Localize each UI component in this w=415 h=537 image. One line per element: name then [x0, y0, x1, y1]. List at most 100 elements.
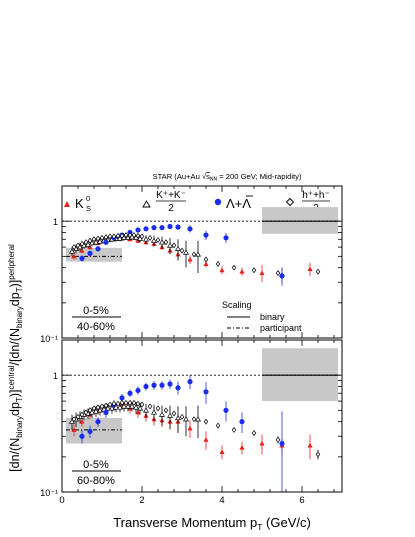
- x-axis-label: Transverse Momentum pT (GeV/c): [113, 515, 311, 532]
- bottom-series-open-diamond-point: [83, 409, 89, 416]
- top-series-circle-point: [103, 239, 109, 245]
- bottom-series-circle-point: [151, 382, 157, 388]
- top-series-open-diamond-point: [111, 233, 117, 240]
- bottom-series-circle-point: [119, 395, 125, 401]
- top-series-open-diamond-point: [99, 234, 105, 241]
- bottom-series-open-diamond-point: [115, 400, 121, 407]
- bottom-series-open-diamond-point: [275, 436, 281, 443]
- bottom-series-circle-point: [143, 383, 149, 390]
- bottom-series-open-diamond-point: [155, 405, 161, 412]
- top-series-open-triangle-point: [116, 235, 124, 241]
- bottom-series-triangle-point: [203, 437, 209, 442]
- bottom-series-open-triangle-point: [194, 416, 202, 422]
- top-series-open-diamond-point: [275, 270, 281, 276]
- bottom-series-circle-point: [203, 389, 209, 395]
- bottom-series-circle-point: [95, 419, 101, 425]
- top-series-open-diamond-point: [95, 235, 101, 242]
- x-tick-label: 4: [219, 495, 224, 506]
- bottom-series-open-triangle-point: [128, 403, 136, 409]
- top-series-open-diamond-point: [103, 234, 109, 241]
- bottom-series-circle-point: [103, 409, 109, 416]
- top-series-open-diamond-point: [91, 236, 97, 243]
- bottom-series-open-triangle-point: [124, 403, 132, 409]
- bottom-series-open-triangle-point: [150, 409, 158, 415]
- bottom-series-open-triangle-point: [116, 404, 124, 410]
- bottom-series-open-diamond-point: [107, 401, 113, 408]
- bottom-series-open-triangle-point: [108, 405, 116, 411]
- top-series-open-diamond-point: [115, 232, 121, 239]
- bottom-series-circle-point: [175, 385, 181, 391]
- top-y-tick-label: 1: [53, 217, 58, 227]
- top-series-open-diamond-point: [107, 233, 113, 240]
- top-series-circle-point: [151, 225, 157, 231]
- bottom-y-tick-label: 10⁻¹: [40, 488, 58, 498]
- top-series-open-diamond-point: [75, 242, 81, 249]
- top-y-tick-label: 10⁻¹: [40, 334, 58, 344]
- bottom-series-open-triangle-point: [112, 404, 120, 410]
- bottom-series-open-diamond-point: [95, 404, 101, 411]
- top-series-open-triangle-point: [142, 236, 150, 242]
- bottom-series-open-diamond-point: [131, 399, 137, 406]
- top-series-circle-point: [79, 255, 85, 262]
- bottom-series-open-triangle-point: [166, 412, 174, 418]
- bottom-series-circle-point: [279, 440, 285, 447]
- top-series-circle-point: [223, 235, 229, 241]
- top-series-open-triangle-point: [158, 239, 166, 245]
- top-series-open-diamond-point: [191, 251, 197, 258]
- top-series-open-triangle-point: [182, 249, 190, 255]
- legend-hpm-numerator: h⁺+h⁻: [302, 190, 330, 201]
- top-series-open-diamond-point: [83, 239, 89, 246]
- bottom-series-triangle-point: [79, 419, 85, 424]
- bottom-series-open-triangle-point: [182, 416, 190, 422]
- top-series-open-diamond-point: [71, 244, 77, 251]
- bottom-series-open-diamond-point: [75, 413, 81, 420]
- bottom-series-open-diamond-point: [119, 399, 125, 406]
- bottom-series-open-triangle-point: [104, 405, 112, 411]
- top-series-open-triangle-point: [88, 239, 96, 246]
- bottom-series-open-diamond-point: [163, 407, 169, 414]
- bottom-series-circle-point: [79, 433, 85, 439]
- top-series-circle-point: [167, 223, 173, 230]
- top-series-triangle-point: [87, 244, 93, 250]
- legend-k0s-label: K: [75, 196, 84, 211]
- legend-kpm-marker: [142, 200, 151, 208]
- bottom-series-open-diamond-point: [139, 401, 145, 408]
- top-series-open-triangle-point: [174, 245, 182, 251]
- x-tick-label: 6: [299, 495, 304, 506]
- x-tick-label: 2: [139, 495, 144, 506]
- bottom-series-open-diamond-point: [127, 399, 133, 406]
- top-series-open-triangle-point: [68, 248, 76, 254]
- top-series-circle-point: [279, 273, 285, 279]
- bottom-series-circle-point: [239, 419, 245, 425]
- top-series-open-diamond-point: [203, 256, 209, 263]
- top-series-circle-point: [95, 246, 101, 252]
- bottom-series-open-diamond-point: [135, 400, 141, 407]
- top-series-circle-point: [187, 226, 193, 232]
- top-series-triangle-point: [239, 269, 245, 274]
- legend-binary-label: binary: [260, 312, 285, 322]
- bottom-series-circle-point: [187, 379, 193, 385]
- top-series-triangle-point: [259, 270, 265, 276]
- bottom-series-open-diamond-point: [171, 410, 177, 417]
- bottom-series-open-diamond-point: [91, 405, 97, 412]
- top-series-triangle-point: [307, 266, 313, 271]
- top-series-circle-point: [87, 250, 93, 256]
- bottom-series-open-triangle-point: [96, 407, 104, 413]
- top-series-open-triangle-point: [150, 237, 158, 243]
- top-series-open-diamond-point: [131, 232, 137, 239]
- top-series-triangle-point: [219, 267, 225, 273]
- bottom-series-circle-point: [223, 407, 229, 413]
- bottom-series-open-triangle-point: [158, 411, 166, 417]
- bottom-series-circle-point: [127, 390, 133, 396]
- legend-lambda-label: Λ+Λ: [226, 196, 251, 211]
- panel-top: 10⁻¹ 1: [40, 185, 343, 344]
- panel-bottom-centrality-peripheral: 60-80%: [77, 475, 115, 487]
- bottom-series-open-diamond-point: [251, 429, 257, 436]
- bottom-series-open-diamond-point: [79, 411, 85, 418]
- bottom-series-triangle-point: [259, 440, 265, 446]
- top-series-open-diamond-point: [139, 233, 145, 240]
- bottom-series-open-triangle-point: [136, 405, 144, 411]
- bottom-series-triangle-point: [71, 427, 77, 432]
- bottom-series-open-triangle-point: [120, 403, 128, 409]
